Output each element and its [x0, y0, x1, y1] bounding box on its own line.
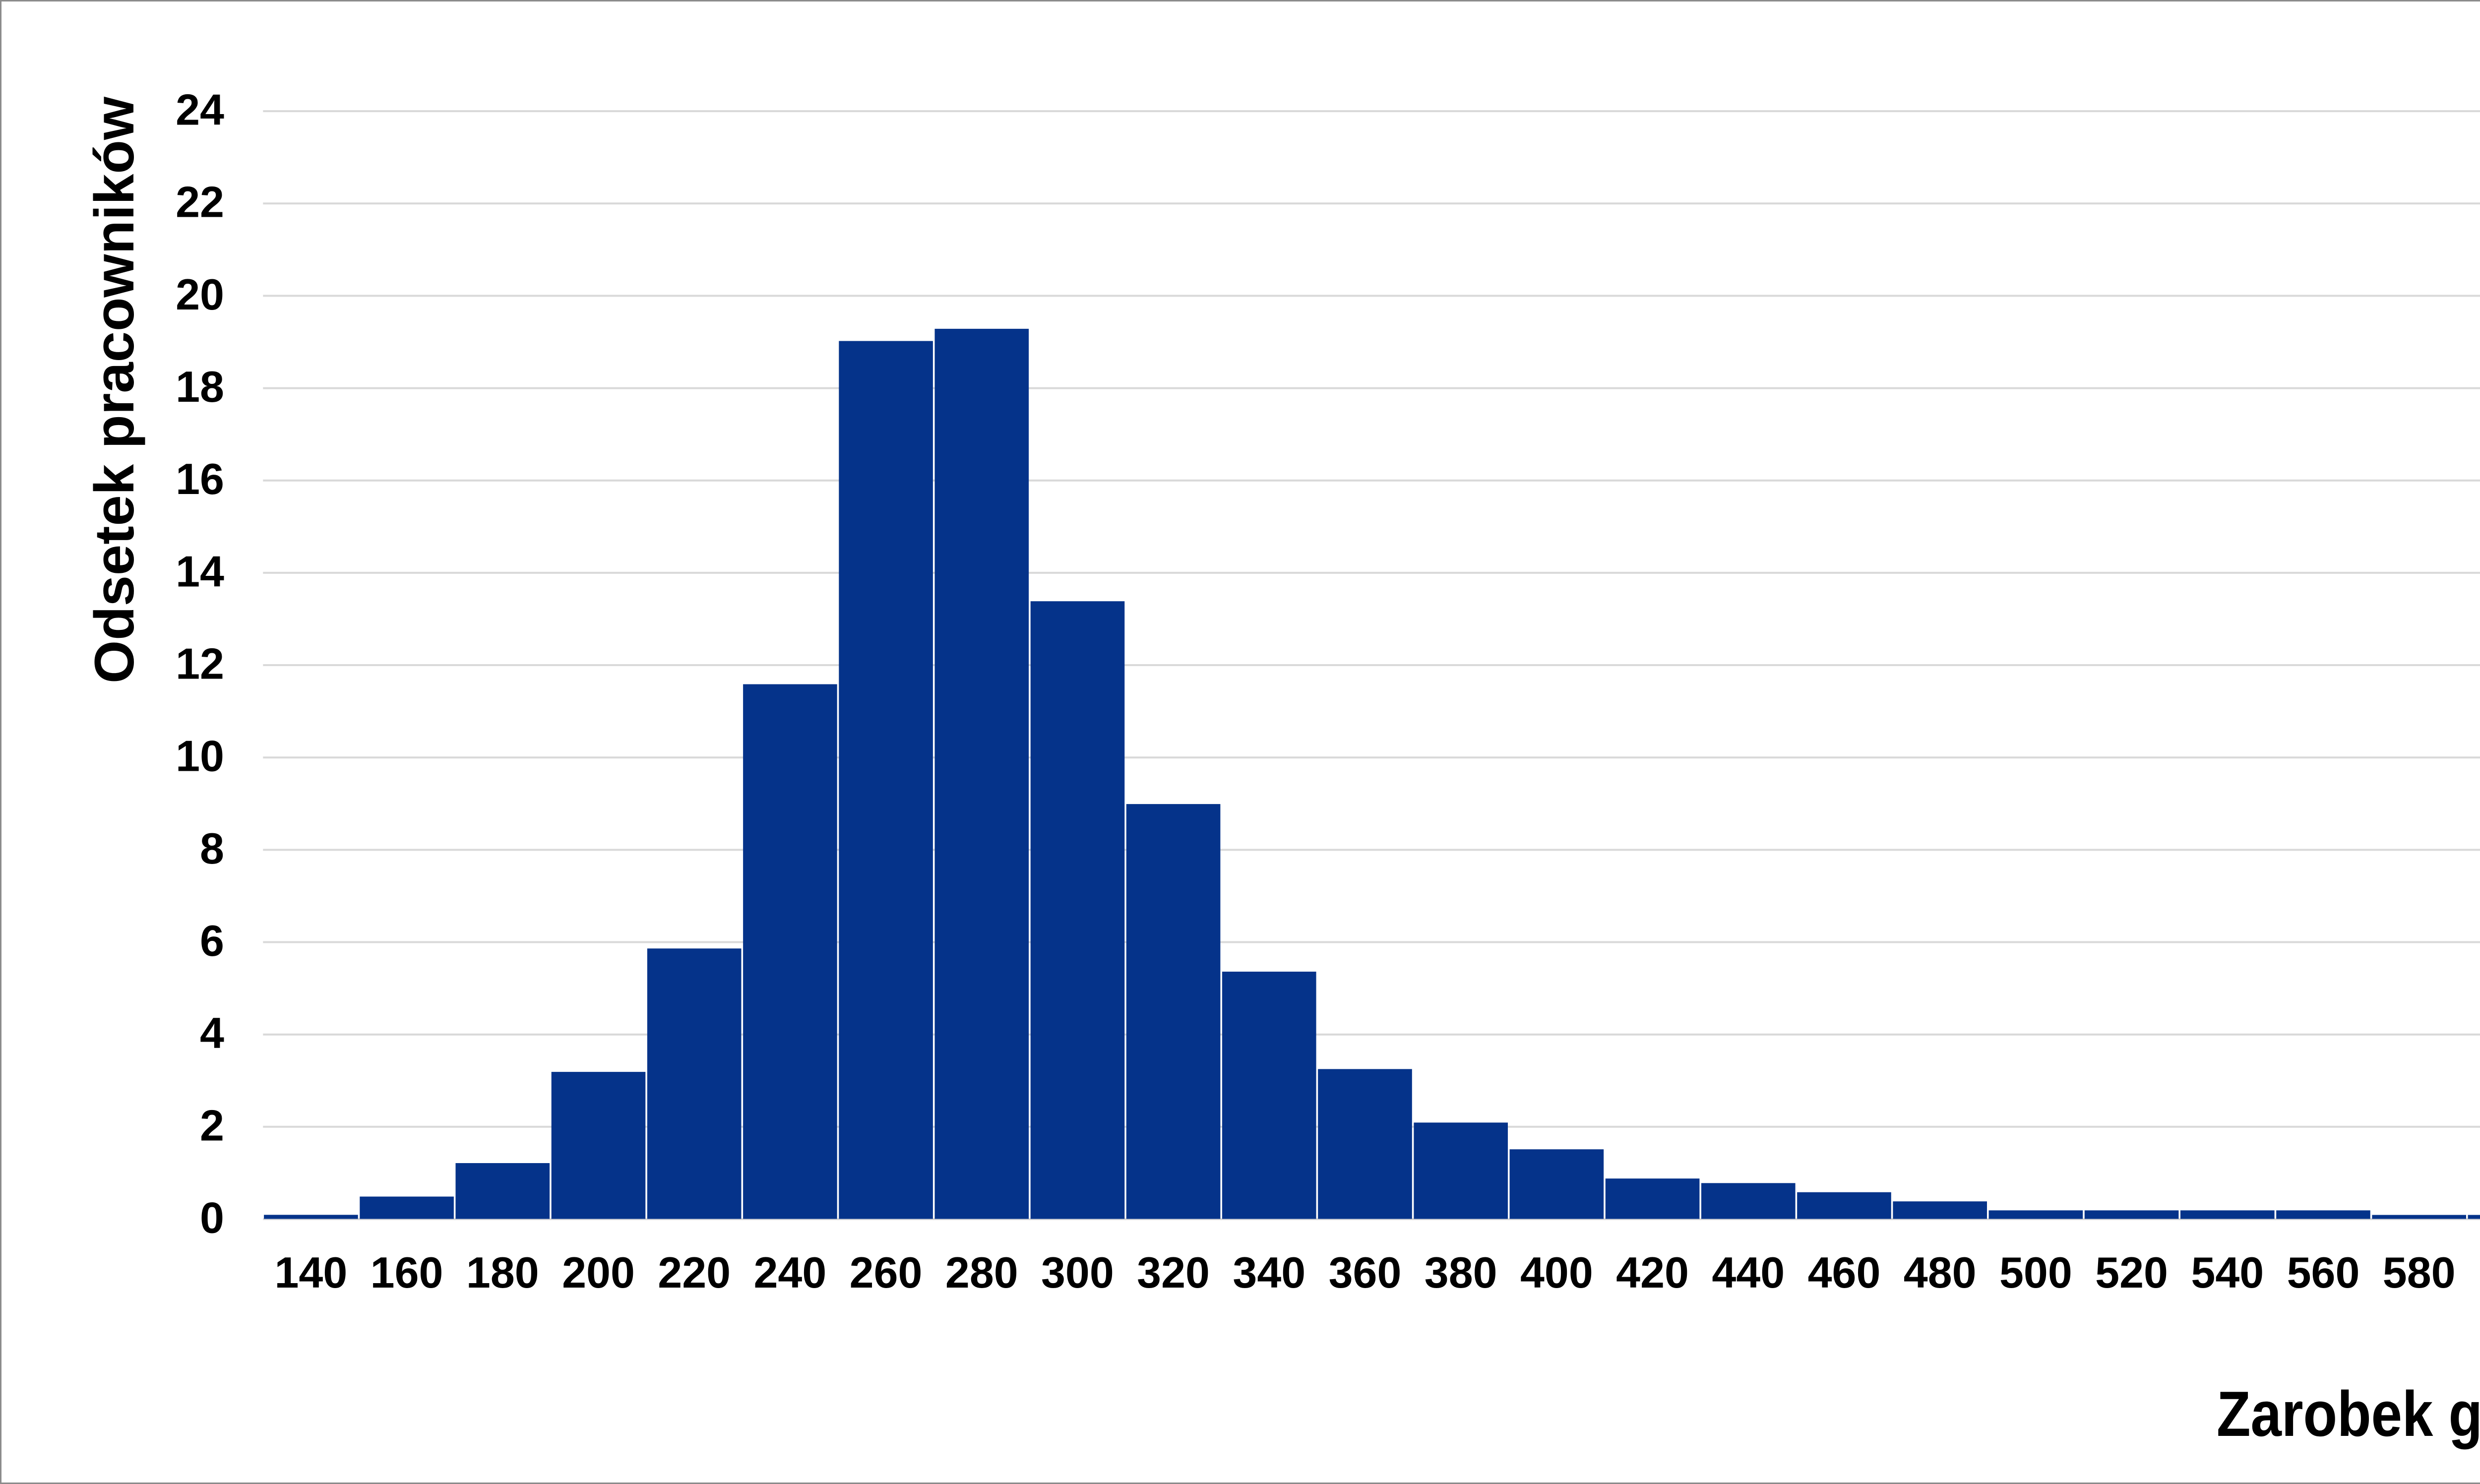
- svg-text:560: 560: [2287, 1248, 2360, 1297]
- svg-text:16: 16: [176, 454, 224, 503]
- svg-text:360: 360: [1329, 1248, 1402, 1297]
- svg-text:240: 240: [753, 1248, 826, 1297]
- svg-text:160: 160: [371, 1248, 443, 1297]
- svg-text:220: 220: [658, 1248, 731, 1297]
- svg-text:540: 540: [2191, 1248, 2264, 1297]
- svg-text:24: 24: [176, 85, 224, 134]
- svg-text:320: 320: [1137, 1248, 1210, 1297]
- svg-text:Odsetek pracowników: Odsetek pracowników: [83, 96, 145, 683]
- svg-text:500: 500: [1999, 1248, 2072, 1297]
- svg-text:520: 520: [2095, 1248, 2168, 1297]
- svg-text:300: 300: [1041, 1248, 1114, 1297]
- svg-text:20: 20: [176, 270, 224, 319]
- svg-text:460: 460: [1808, 1248, 1881, 1297]
- svg-text:440: 440: [1712, 1248, 1785, 1297]
- svg-text:340: 340: [1233, 1248, 1305, 1297]
- svg-text:12: 12: [176, 639, 224, 688]
- svg-text:Zarobek godzinowy w koronach d: Zarobek godzinowy w koronach dunskich: [2217, 1378, 2480, 1450]
- svg-text:600: 600: [2479, 1248, 2480, 1297]
- svg-text:200: 200: [562, 1248, 635, 1297]
- svg-text:280: 280: [945, 1248, 1018, 1297]
- svg-text:180: 180: [466, 1248, 539, 1297]
- svg-text:14: 14: [176, 547, 224, 596]
- svg-text:8: 8: [200, 824, 224, 873]
- svg-text:0: 0: [200, 1193, 224, 1242]
- svg-text:18: 18: [176, 362, 224, 411]
- svg-text:400: 400: [1520, 1248, 1593, 1297]
- svg-text:22: 22: [176, 178, 224, 227]
- svg-text:380: 380: [1425, 1248, 1497, 1297]
- svg-text:260: 260: [850, 1248, 923, 1297]
- svg-text:10: 10: [176, 732, 224, 781]
- svg-text:6: 6: [200, 916, 224, 965]
- svg-text:140: 140: [274, 1248, 347, 1297]
- svg-text:580: 580: [2383, 1248, 2456, 1297]
- svg-text:4: 4: [200, 1008, 224, 1057]
- svg-text:420: 420: [1616, 1248, 1689, 1297]
- svg-text:2: 2: [200, 1101, 224, 1150]
- svg-text:480: 480: [1904, 1248, 1977, 1297]
